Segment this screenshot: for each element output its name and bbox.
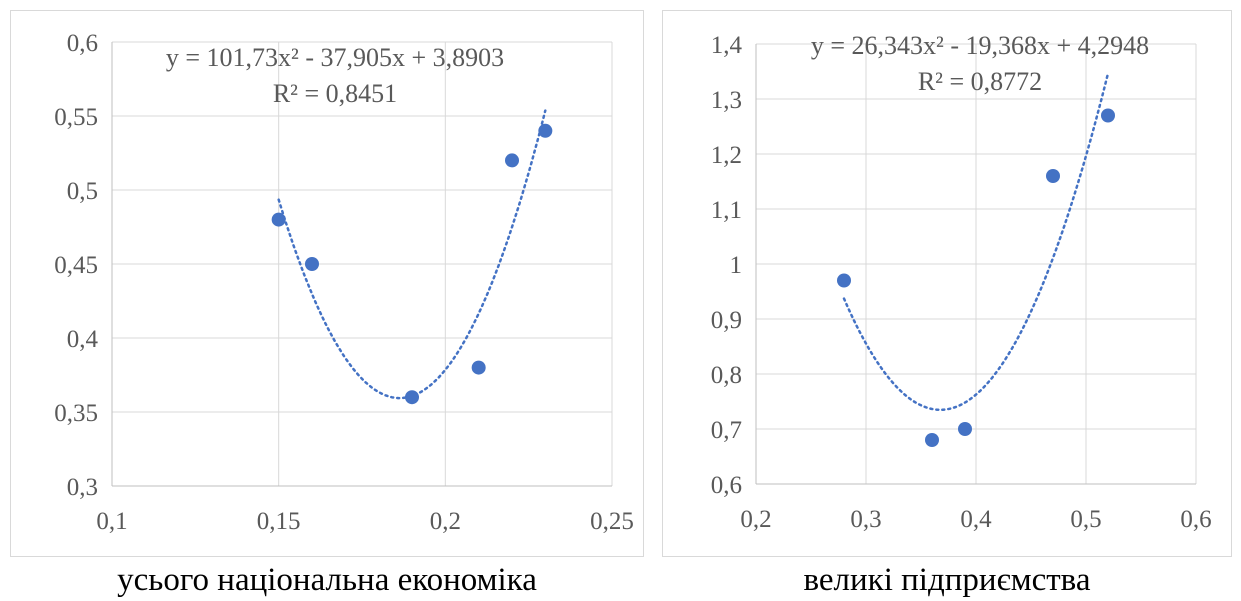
trendline-equation: y = 101,73x² - 37,905x + 3,8903 — [166, 43, 504, 72]
y-tick-label: 0,55 — [54, 104, 98, 131]
scatter-chart-large-enterprises: 0,60,70,80,911,11,21,31,4 0,2 0,3 0,4 0,5 0,… — [662, 10, 1232, 557]
y-tick-label: 0,8 — [711, 362, 742, 389]
trendline-equation: y = 26,343x² - 19,368x + 4,2948 — [811, 31, 1149, 60]
y-tick-label: 0,3 — [67, 474, 98, 501]
data-point — [305, 257, 319, 271]
x-tick-label: 0,6 — [1180, 506, 1211, 533]
data-point — [471, 360, 486, 375]
y-tick-label: 0,6 — [711, 472, 742, 499]
y-tick-label: 0,45 — [54, 252, 98, 279]
x-tick-labels: 0,2 0,3 0,4 0,5 0,6 — [740, 506, 1211, 533]
y-tick-labels: 0,3 0,35 0,4 0,45 0,5 0,55 0,6 — [54, 30, 98, 501]
x-tick-label: 0,2 — [740, 506, 771, 533]
y-tick-label: 0,7 — [711, 417, 742, 444]
trendline — [842, 72, 1110, 412]
chart-panel-economy: 0,3 0,35 0,4 0,45 0,5 0,55 0,6 0,1 0,15 0,2 0,25 … — [10, 10, 644, 557]
x-tick-label: 0,15 — [257, 508, 301, 535]
grid-lines — [756, 43, 1197, 484]
y-tick-label: 0,35 — [54, 400, 98, 427]
y-tick-label: 0,6 — [67, 30, 98, 57]
data-point — [837, 273, 851, 288]
y-tick-label: 1,2 — [711, 142, 742, 169]
y-tick-label: 0,9 — [711, 307, 742, 334]
x-tick-label: 0,5 — [1070, 506, 1101, 533]
grid-lines — [112, 41, 613, 486]
data-point — [538, 123, 553, 138]
x-tick-label: 0,2 — [430, 508, 461, 535]
y-tick-label: 1,1 — [711, 197, 742, 224]
chart-caption-large-enterprises: великі підприємства — [803, 562, 1091, 598]
chart-frame — [10, 10, 644, 557]
y-tick-label: 1,4 — [711, 32, 743, 59]
chart-frame — [662, 10, 1232, 557]
data-point — [958, 422, 972, 436]
x-tick-label: 0,25 — [590, 508, 634, 535]
chart-caption-economy: усього національна економіка — [117, 562, 537, 598]
y-tick-label: 0,4 — [67, 326, 99, 353]
data-point — [1046, 169, 1060, 183]
y-tick-label: 1,3 — [711, 87, 742, 114]
data-point — [505, 153, 519, 168]
r-squared-label: R² = 0,8451 — [273, 79, 397, 108]
x-tick-labels: 0,1 0,15 0,2 0,25 — [96, 508, 634, 535]
polynomial-trendline — [842, 72, 1110, 412]
y-tick-labels: 0,6 0,7 0,8 0,9 1 1,1 1,2 1,3 1,4 — [711, 32, 743, 499]
y-tick-label: 0,5 — [67, 178, 98, 205]
data-points — [271, 123, 553, 405]
y-tick-label: 1 — [730, 252, 743, 279]
x-tick-label: 0,1 — [96, 508, 127, 535]
r-squared-label: R² = 0,8772 — [918, 67, 1042, 96]
data-point — [1101, 108, 1115, 123]
x-tick-label: 0,3 — [850, 506, 881, 533]
axes — [111, 42, 612, 487]
chart-panel-large-enterprises: 0,6 0,7 0,8 0,9 1 1,1 1,2 1,3 1,4 0,2 0,3 0,4 0,5 0,… — [662, 10, 1232, 557]
data-point — [925, 433, 939, 447]
data-point — [271, 212, 286, 227]
axes — [755, 44, 1196, 485]
scatter-chart-economy: 0,30,350,40,450,50,550,6 0,1 0,15 0,2 0,25 … — [10, 10, 644, 557]
x-tick-label: 0,4 — [960, 506, 992, 533]
data-point — [405, 390, 419, 405]
data-points — [837, 108, 1115, 447]
